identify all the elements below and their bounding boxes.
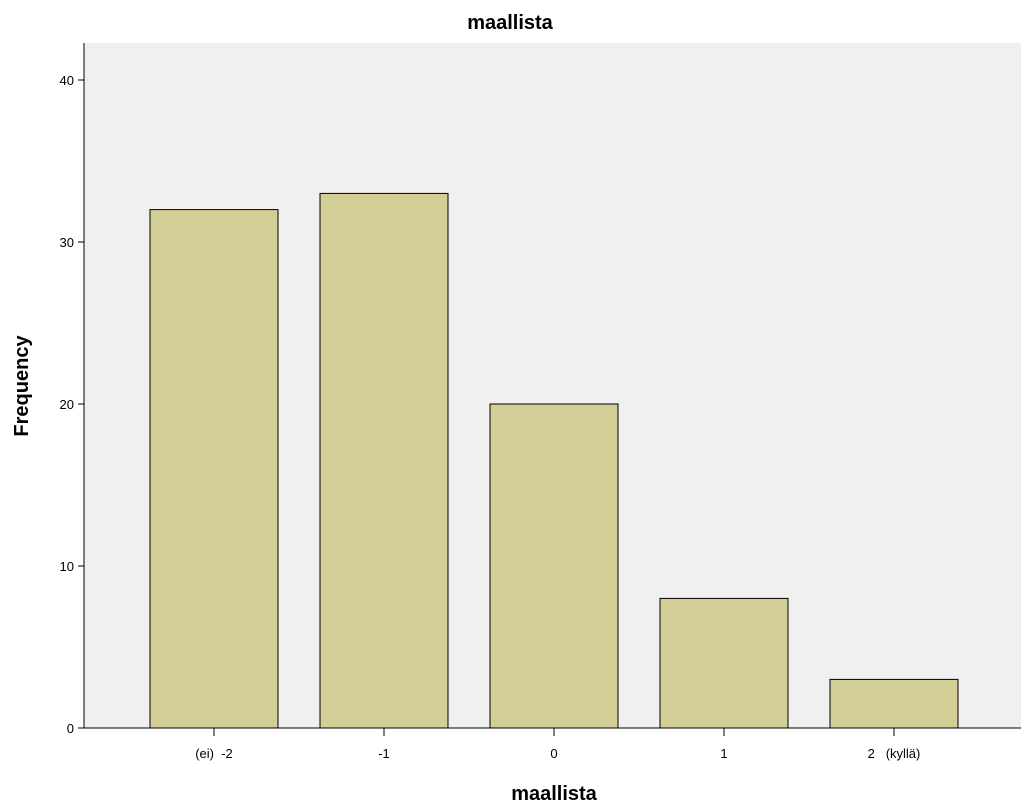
x-tick-label-1: -1 <box>378 746 390 761</box>
x-tick-label-0: (ei) -2 <box>195 746 233 761</box>
bar-3 <box>659 597 789 729</box>
x-tick-label-2: 0 <box>550 746 557 761</box>
y-tick-label-0: 0 <box>67 721 74 736</box>
y-tick-label-4: 40 <box>60 73 74 88</box>
y-tick-label-2: 20 <box>60 397 74 412</box>
x-axis-ticks: (ei) -2 -1 0 1 2 (kyllä) <box>195 728 920 761</box>
bars-group <box>149 192 959 729</box>
bar-1 <box>319 192 449 729</box>
x-tick-label-4: 2 (kyllä) <box>868 746 921 761</box>
bar-0 <box>149 209 279 729</box>
x-axis-title: maallista <box>511 783 597 803</box>
y-tick-label-1: 10 <box>60 559 74 574</box>
x-tick-label-3: 1 <box>720 746 727 761</box>
bar-2 <box>489 403 619 729</box>
y-tick-label-3: 30 <box>60 235 74 250</box>
y-axis-ticks: 0 10 20 30 40 <box>60 73 84 736</box>
bar-4 <box>829 678 959 729</box>
chart-title: maallista <box>467 12 553 34</box>
y-axis-title: Frequency <box>11 335 33 437</box>
